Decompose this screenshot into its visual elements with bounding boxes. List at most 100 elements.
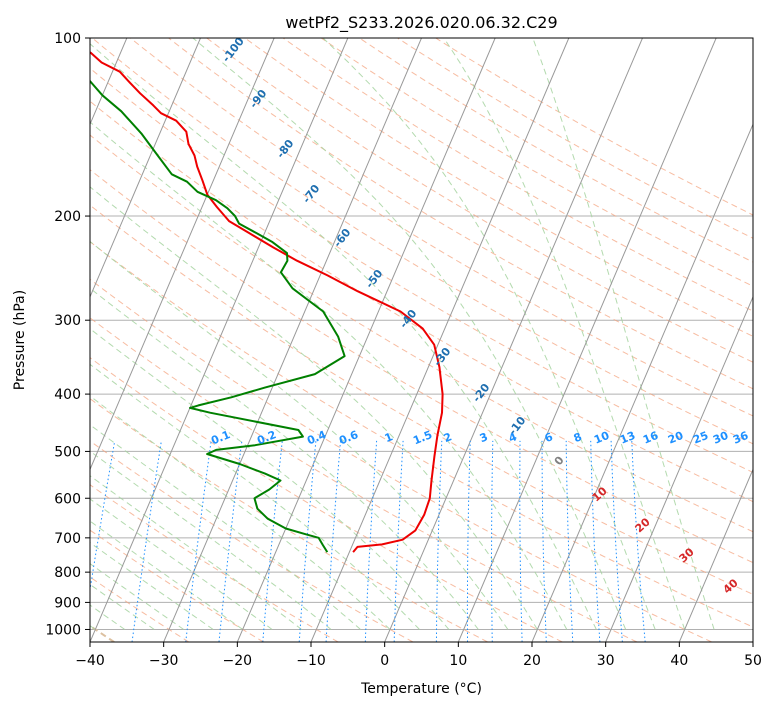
moist-adiabat-20 — [90, 186, 538, 630]
moist-adiabat--4 — [90, 424, 361, 630]
dry-adiabat-80 — [90, 134, 753, 533]
mixing-ratio-label: 16 — [641, 429, 660, 447]
mixing-ratio-label: 1 — [383, 430, 395, 445]
y-tick-label: 800 — [54, 565, 81, 581]
moist-adiabat-36 — [322, 38, 656, 630]
dry-adiabat-130 — [168, 38, 753, 390]
x-tick-label: 10 — [449, 653, 467, 669]
mixing-ratio-line-36 — [631, 440, 646, 642]
isotherm-0 — [384, 38, 643, 642]
dry-adiabat-30 — [90, 317, 638, 642]
moist-adiabat--8 — [90, 450, 332, 630]
mixing-ratio-label: 20 — [666, 429, 685, 447]
mixing-ratio-label: 8 — [572, 430, 584, 445]
mixing-ratio-label: 2 — [442, 430, 454, 445]
mixing-ratio-line-1_5 — [298, 440, 317, 642]
moist-adiabat-16 — [90, 240, 509, 630]
mixing-ratio-label: 3 — [478, 430, 490, 445]
moist-adiabat-40 — [443, 38, 686, 630]
isotherm--60 — [90, 38, 201, 299]
series-line-temperature — [90, 51, 444, 553]
y-tick-label: 300 — [54, 313, 81, 329]
y-tick-label: 500 — [54, 444, 81, 460]
series-layer — [90, 51, 444, 553]
isotherm-10 — [457, 38, 717, 642]
mixing-ratio-label: 30 — [711, 429, 730, 447]
dry-adiabat-20 — [90, 357, 563, 642]
mixing-ratio-line-13 — [519, 440, 523, 642]
isotherm-20 — [531, 123, 753, 642]
y-tick-label: 400 — [54, 387, 81, 403]
y-tick-label: 100 — [54, 31, 81, 47]
mixing-ratio-line-30 — [610, 440, 623, 642]
x-tick-label: 50 — [744, 653, 762, 669]
mixing-ratio-line-3 — [364, 440, 378, 642]
isotherm--40 — [90, 38, 349, 642]
chart-title: wetPf2_S233.2026.020.06.32.C29 — [285, 13, 557, 33]
mixing-ratio-line-25 — [590, 440, 601, 642]
x-tick-label: 30 — [597, 653, 615, 669]
moist-adiabat--28 — [90, 563, 184, 630]
x-tick-label: −30 — [149, 653, 179, 669]
x-axis-label: Temperature (°C) — [360, 681, 482, 697]
moist-adiabat-12 — [90, 287, 479, 630]
y-tick-label: 200 — [54, 209, 81, 225]
moist-adiabat--24 — [90, 542, 214, 630]
dry-adiabat-0 — [90, 440, 414, 642]
moist-adiabat-8 — [90, 328, 450, 630]
mixing-ratio-line-2 — [325, 440, 342, 642]
mixing-ratio-label: 25 — [691, 429, 710, 447]
mixing-ratio-label: 10 — [592, 429, 611, 447]
y-tick-label: 700 — [54, 531, 81, 547]
moist-adiabat--32 — [90, 583, 155, 630]
moist-adiabat--16 — [90, 498, 273, 630]
isotherm--10 — [310, 38, 570, 642]
mixing-ratio-line-1 — [262, 440, 283, 642]
mixing-ratio-line-10 — [491, 440, 494, 642]
axes-layer: −40 −30 −20 −10 0 10 20 30 40 50 100 200 300 400 500 60… — [45, 31, 762, 669]
moist-adiabat-28 — [90, 43, 597, 630]
dry-adiabat-70 — [90, 169, 753, 564]
mixing-ratio-line-0_1 — [90, 440, 116, 593]
series-line-dewpoint — [90, 79, 346, 553]
y-axis-label: Pressure (hPa) — [12, 290, 28, 390]
dry-adiabat-100 — [90, 67, 753, 473]
dry-adiabat-120 — [130, 38, 753, 417]
isotherm-30 — [605, 295, 753, 642]
isotherm--50 — [90, 38, 275, 471]
dry-adiabat-60 — [90, 204, 753, 595]
isotherm--20 — [236, 38, 496, 642]
x-tick-label: 20 — [523, 653, 541, 669]
plot-frame — [89, 37, 754, 643]
isotherm--30 — [163, 38, 422, 642]
moist-adiabat-44 — [532, 38, 715, 630]
mixing-ratio-line-8 — [466, 440, 471, 642]
x-tick-label: 40 — [670, 653, 688, 669]
mixing-ratio-line-0_4 — [185, 440, 212, 642]
y-tick-label: 900 — [54, 595, 81, 611]
x-tick-label: −10 — [296, 653, 326, 669]
mixing-ratio-label: 36 — [731, 429, 750, 447]
isotherm-40 — [678, 468, 753, 642]
dry-adiabat-50 — [90, 241, 753, 628]
mixing-ratio-line-0_2 — [131, 440, 162, 642]
moist-adiabat--12 — [90, 475, 302, 630]
mixing-ratio-line-0_6 — [218, 440, 243, 642]
grid-layer — [90, 38, 753, 642]
x-tick-label: 0 — [380, 653, 389, 669]
mixing-ratio-line-6 — [435, 440, 443, 642]
dry-adiabat-140 — [206, 38, 753, 363]
mixing-ratio-line-20 — [565, 440, 574, 642]
mixing-ratio-label: 13 — [618, 429, 637, 447]
moist-adiabat-32 — [192, 38, 627, 630]
moist-adiabat-24 — [90, 121, 568, 630]
y-tick-label: 1000 — [45, 622, 81, 638]
moist-adiabat-4 — [90, 363, 420, 630]
dry-adiabat--10 — [90, 484, 339, 642]
mixing-ratio-line-4 — [393, 440, 404, 642]
x-tick-label: −20 — [223, 653, 253, 669]
dry-adiabat-110 — [91, 38, 753, 445]
mixing-ratio-line-16 — [541, 440, 547, 642]
y-tick-label: 600 — [54, 491, 81, 507]
